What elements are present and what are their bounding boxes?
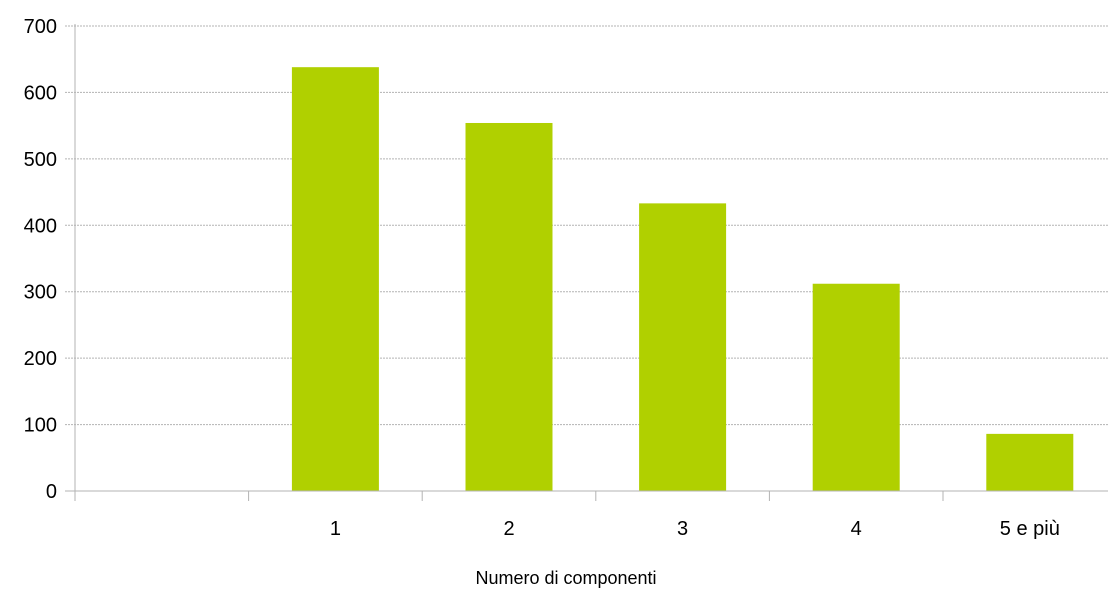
x-axis-ticks: 1 2 3 4 5 e più <box>330 518 1060 540</box>
y-tick-label-0: 0 <box>46 481 57 503</box>
y-tick-label-600: 600 <box>24 82 57 104</box>
bar-5 e più <box>986 433 1074 491</box>
y-tick-label-500: 500 <box>24 149 57 171</box>
x-tick-label-5: 5 e più <box>1000 518 1060 540</box>
y-axis-ticks: 0 100 200 300 400 500 600 700 <box>24 16 57 503</box>
y-tick-label-300: 300 <box>24 282 57 304</box>
y-tick-label-200: 200 <box>24 348 57 370</box>
bar-4 <box>812 283 900 491</box>
x-tick-label-4: 4 <box>851 518 862 540</box>
bar-1 <box>291 67 379 491</box>
y-tick-label-100: 100 <box>24 415 57 437</box>
bars <box>291 67 1074 491</box>
y-tick-label-700: 700 <box>24 16 57 38</box>
bar-3 <box>639 203 727 491</box>
x-tick-label-3: 3 <box>677 518 688 540</box>
x-tick-label-1: 1 <box>330 518 341 540</box>
y-tick-label-400: 400 <box>24 215 57 237</box>
gridlines <box>65 25 1108 426</box>
axes <box>65 24 1108 501</box>
x-tick-label-2: 2 <box>503 518 514 540</box>
bar-2 <box>465 122 553 491</box>
x-axis-label: Numero di componenti <box>475 568 656 588</box>
